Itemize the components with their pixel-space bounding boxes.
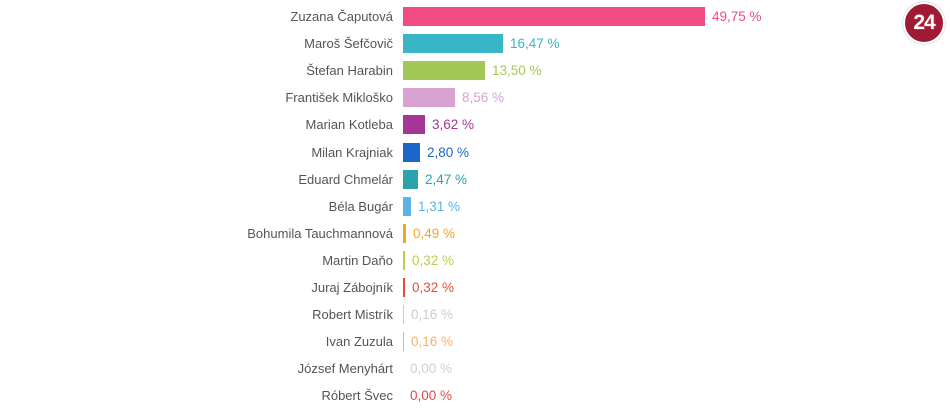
chart-row: Milan Krajniak 2,80 %: [0, 138, 950, 165]
chart-row: František Mikloško 8,56 %: [0, 84, 950, 111]
candidate-name-label: József Menyhárt: [297, 361, 393, 377]
result-value-label: 8,56 %: [462, 90, 505, 106]
candidate-name-label: Eduard Chmelár: [298, 171, 393, 187]
result-bar[interactable]: [403, 305, 404, 325]
result-bar[interactable]: [403, 250, 405, 270]
result-bar[interactable]: [403, 115, 425, 135]
result-value-label: 0,16 %: [411, 334, 454, 350]
candidate-name-label: Maroš Šefčovič: [304, 36, 393, 52]
candidate-name-label: Béla Bugár: [328, 198, 393, 214]
result-bar[interactable]: [403, 61, 485, 81]
result-bar[interactable]: [403, 88, 455, 108]
chart-row: Maroš Šefčovič 16,47 %: [0, 30, 950, 57]
chart-row: Ivan Zuzula 0,16 %: [0, 328, 950, 355]
result-bar[interactable]: [403, 223, 406, 243]
candidate-name-label: Zuzana Čaputová: [290, 9, 393, 25]
chart-row: Béla Bugár 1,31 %: [0, 193, 950, 220]
result-bar[interactable]: [403, 196, 411, 216]
chart-row: Martin Daňo 0,32 %: [0, 247, 950, 274]
result-bar[interactable]: [403, 332, 404, 352]
candidate-name-label: Róbert Švec: [321, 388, 393, 404]
bar-chart: Zuzana Čaputová 49,75 % Maroš Šefčovič 16,4…: [0, 3, 950, 409]
result-value-label: 49,75 %: [712, 9, 762, 25]
candidate-name-label: Martin Daňo: [322, 252, 393, 268]
chart-row: Juraj Zábojník 0,32 %: [0, 274, 950, 301]
result-bar[interactable]: [403, 142, 420, 162]
chart-row: Róbert Švec 0,00 %: [0, 382, 950, 409]
result-value-label: 1,31 %: [418, 198, 461, 214]
chart-row: Eduard Chmelár 2,47 %: [0, 166, 950, 193]
candidate-name-label: Juraj Zábojník: [311, 279, 393, 295]
result-value-label: 13,50 %: [492, 63, 542, 79]
result-bar[interactable]: [403, 34, 503, 54]
candidate-name-label: Štefan Harabin: [306, 63, 393, 79]
candidate-name-label: František Mikloško: [285, 90, 393, 106]
logo-24-text: 24: [913, 11, 935, 34]
logo-24-badge[interactable]: 24: [903, 2, 945, 44]
candidate-name-label: Marian Kotleba: [305, 117, 393, 133]
chart-row: József Menyhárt 0,00 %: [0, 355, 950, 382]
result-value-label: 0,49 %: [413, 225, 456, 241]
chart-row: Zuzana Čaputová 49,75 %: [0, 3, 950, 30]
result-value-label: 2,47 %: [425, 171, 468, 187]
result-value-label: 0,32 %: [412, 252, 455, 268]
candidate-name-label: Milan Krajniak: [311, 144, 393, 160]
chart-row: Marian Kotleba 3,62 %: [0, 111, 950, 138]
result-bar[interactable]: [403, 277, 405, 297]
result-bar[interactable]: [403, 169, 418, 189]
candidate-name-label: Robert Mistrík: [312, 307, 393, 323]
chart-row: Robert Mistrík 0,16 %: [0, 301, 950, 328]
result-value-label: 0,16 %: [411, 307, 454, 323]
chart-row: Štefan Harabin 13,50 %: [0, 57, 950, 84]
result-value-label: 0,32 %: [412, 279, 455, 295]
chart-row: Bohumila Tauchmannová 0,49 %: [0, 220, 950, 247]
result-bar[interactable]: [403, 7, 705, 27]
result-value-label: 3,62 %: [432, 117, 475, 133]
result-value-label: 2,80 %: [427, 144, 470, 160]
candidate-name-label: Ivan Zuzula: [325, 334, 393, 350]
result-value-label: 0,00 %: [410, 388, 453, 404]
result-value-label: 0,00 %: [410, 361, 453, 377]
candidate-name-label: Bohumila Tauchmannová: [247, 225, 393, 241]
result-value-label: 16,47 %: [510, 36, 560, 52]
